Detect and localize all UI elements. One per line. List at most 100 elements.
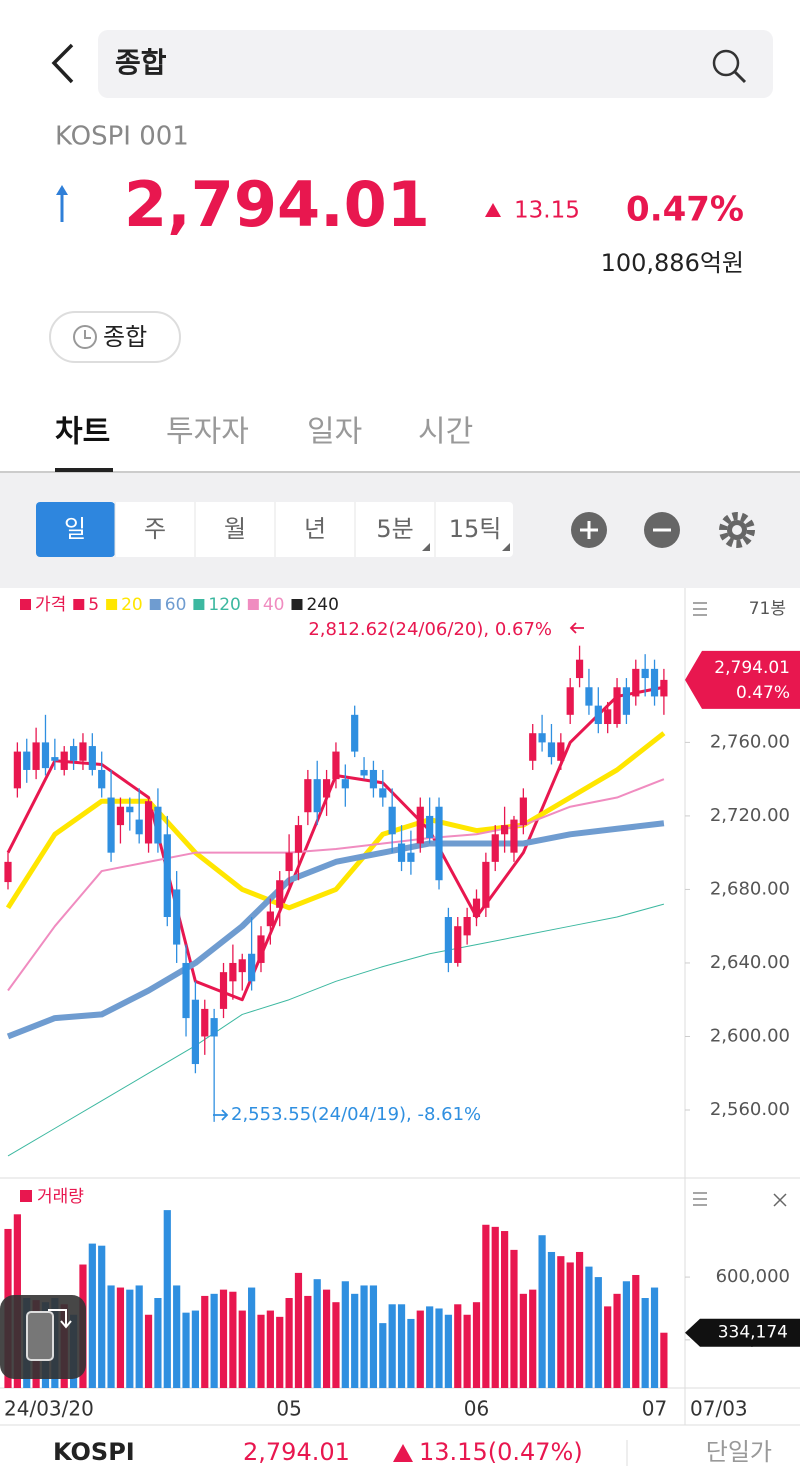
- change: 13.15: [514, 198, 580, 224]
- candle-body: [529, 733, 537, 761]
- period-corner: [502, 543, 510, 551]
- search-text: 종합: [115, 46, 167, 79]
- candle-body: [397, 843, 406, 862]
- rotate-button[interactable]: [0, 1295, 86, 1379]
- candle-body: [32, 742, 40, 770]
- volume-bar: [454, 1304, 462, 1388]
- volume-bar: [191, 1310, 199, 1388]
- footer-mode[interactable]: 단일가: [706, 1438, 772, 1466]
- volume-bar: [163, 1210, 171, 1388]
- moving-average: [6, 820, 665, 1040]
- tab[interactable]: 시간: [418, 415, 473, 450]
- legend-swatch: [193, 599, 205, 610]
- last-date: 07/03: [690, 1397, 748, 1421]
- candle-body: [454, 926, 462, 963]
- candle-body: [276, 880, 284, 908]
- volume-bar: [173, 1285, 181, 1388]
- candle-body: [13, 751, 21, 789]
- menu-icon[interactable]: [693, 602, 707, 616]
- price: 2,794.01: [124, 168, 430, 241]
- period-button[interactable]: 5분: [376, 515, 413, 543]
- volume-bar: [257, 1314, 265, 1388]
- candle-body: [79, 742, 87, 761]
- candle-body: [266, 911, 274, 927]
- y-tick-label: 2,680.00: [710, 878, 790, 899]
- candle-body: [482, 861, 490, 908]
- chart-bg: [0, 588, 800, 1425]
- candle-body: [510, 819, 518, 853]
- volume-bar: [182, 1312, 190, 1388]
- candle-body: [604, 709, 612, 725]
- candle-body: [238, 959, 246, 973]
- period-button[interactable]: 15틱: [449, 515, 502, 543]
- volume-bar: [566, 1262, 574, 1388]
- candle-body: [435, 806, 443, 881]
- period-button[interactable]: 주: [144, 515, 166, 543]
- up-triangle: [393, 1444, 413, 1462]
- candle-body: [285, 852, 293, 872]
- volume-bar: [154, 1298, 162, 1388]
- candle-body: [4, 861, 12, 883]
- search-icon[interactable]: [712, 49, 747, 84]
- candle-body: [547, 742, 556, 758]
- volume-bar: [491, 1226, 499, 1388]
- volume-tag-label: 334,174: [718, 1323, 788, 1343]
- tab[interactable]: 일자: [307, 415, 362, 450]
- volume-bar: [529, 1289, 537, 1388]
- settings[interactable]: [719, 512, 755, 548]
- volume-bar: [547, 1251, 556, 1388]
- index-code: KOSPI 001: [55, 122, 189, 152]
- candle-body: [426, 815, 434, 838]
- candle-body: [126, 806, 134, 813]
- volume-bar: [557, 1256, 565, 1388]
- period-button[interactable]: 년: [304, 515, 326, 543]
- menu-icon[interactable]: [693, 1192, 707, 1206]
- period-button[interactable]: 월: [224, 515, 246, 543]
- zoom-out[interactable]: [644, 512, 680, 548]
- candle-body: [182, 962, 190, 1019]
- volume-bar: [444, 1314, 452, 1388]
- trend-icon: [56, 185, 68, 222]
- low-note: 2,553.55(24/04/19), -8.61%: [231, 1104, 481, 1125]
- volume-tag: [685, 1318, 800, 1347]
- volume-bar: [341, 1281, 349, 1388]
- volume-bar: [238, 1310, 246, 1388]
- volume-bar: [266, 1310, 274, 1388]
- volume-bar: [594, 1277, 602, 1388]
- session-button[interactable]: [49, 311, 181, 363]
- zoom-in[interactable]: [571, 512, 607, 548]
- volume-bar: [613, 1293, 621, 1388]
- close-icon[interactable]: [773, 1193, 787, 1207]
- candle-body: [88, 746, 96, 770]
- search-box[interactable]: [98, 30, 773, 98]
- candle-body: [116, 806, 125, 826]
- volume-bar: [397, 1304, 406, 1388]
- tab[interactable]: 차트: [55, 415, 110, 450]
- volume-bar: [472, 1302, 481, 1388]
- back-button[interactable]: [51, 43, 74, 84]
- candle-count: 71봉: [749, 599, 786, 619]
- period-button[interactable]: 일: [64, 515, 86, 543]
- volume-bar: [660, 1332, 668, 1388]
- y-tick-label: 600,000: [716, 1266, 790, 1287]
- legend-swatch: [20, 599, 31, 610]
- candle-body: [191, 999, 199, 1065]
- price-tag: [685, 650, 800, 709]
- tab[interactable]: 투자자: [166, 415, 249, 450]
- legend-swatch: [247, 599, 259, 610]
- volume-bar: [604, 1306, 612, 1388]
- volume-bar: [248, 1287, 256, 1388]
- candle-body: [332, 751, 340, 780]
- volume-bar: [379, 1323, 387, 1388]
- candle-body: [322, 779, 331, 798]
- price-tag-rate: 0.47%: [736, 683, 790, 703]
- candle-body: [219, 972, 228, 1009]
- volume-bar: [98, 1245, 106, 1388]
- legend-label: 20: [121, 595, 143, 615]
- y-tick-label: 2,640.00: [710, 952, 790, 973]
- candle-body: [501, 825, 509, 835]
- volume-bar: [285, 1298, 293, 1388]
- y-tick-label: 2,720.00: [710, 805, 790, 826]
